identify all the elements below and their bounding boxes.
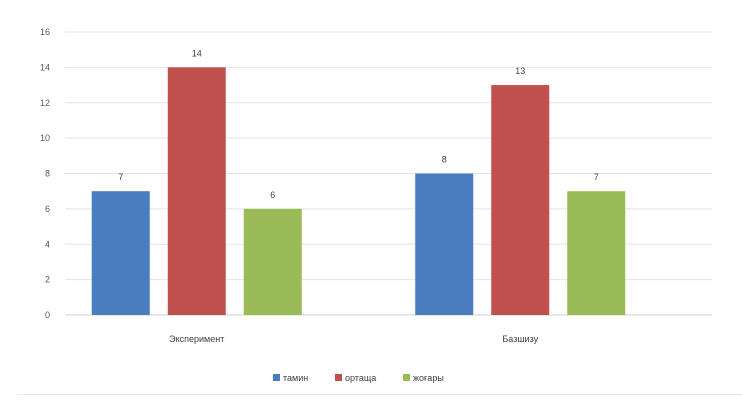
- legend-swatch: [273, 374, 280, 381]
- bar: [415, 173, 474, 315]
- y-tick-label: 2: [45, 275, 50, 285]
- x-tick-label: Базшизу: [502, 334, 538, 344]
- bar: [243, 208, 302, 315]
- bar-data-label: 6: [270, 190, 275, 200]
- y-tick-label: 8: [45, 169, 50, 179]
- bar-data-label: 8: [442, 155, 447, 165]
- bars: [91, 67, 626, 315]
- y-tick-label: 6: [45, 204, 50, 214]
- bar: [491, 85, 550, 315]
- y-tick-label: 16: [40, 27, 50, 37]
- bar-data-label: 7: [118, 172, 123, 182]
- y-tick-label: 12: [40, 98, 50, 108]
- x-tick-label: Эксперимент: [169, 334, 224, 344]
- legend-label: тамин: [283, 373, 308, 383]
- x-axis: Эксперимент Базшизу: [169, 334, 538, 344]
- y-tick-label: 0: [45, 310, 50, 320]
- bar-data-label: 7: [594, 172, 599, 182]
- y-tick-label: 14: [40, 62, 50, 72]
- legend-label: ортаща: [345, 373, 376, 383]
- legend: тамин ортаща жоғары: [273, 373, 444, 383]
- bar-data-label: 13: [515, 66, 525, 76]
- legend-label: жоғары: [413, 373, 444, 383]
- y-tick-label: 4: [45, 239, 50, 249]
- bar: [167, 67, 226, 315]
- y-axis: 0 2 4 6 8 10 12 14 16: [40, 27, 50, 320]
- bar: [91, 191, 150, 315]
- bar: [567, 191, 626, 315]
- chart-frame-bottom: [18, 394, 742, 395]
- legend-swatch: [403, 374, 410, 381]
- y-tick-label: 10: [40, 133, 50, 143]
- legend-swatch: [335, 374, 342, 381]
- bar-data-label: 14: [192, 48, 202, 58]
- data-labels: 7 14 6 8 13 7: [118, 48, 599, 200]
